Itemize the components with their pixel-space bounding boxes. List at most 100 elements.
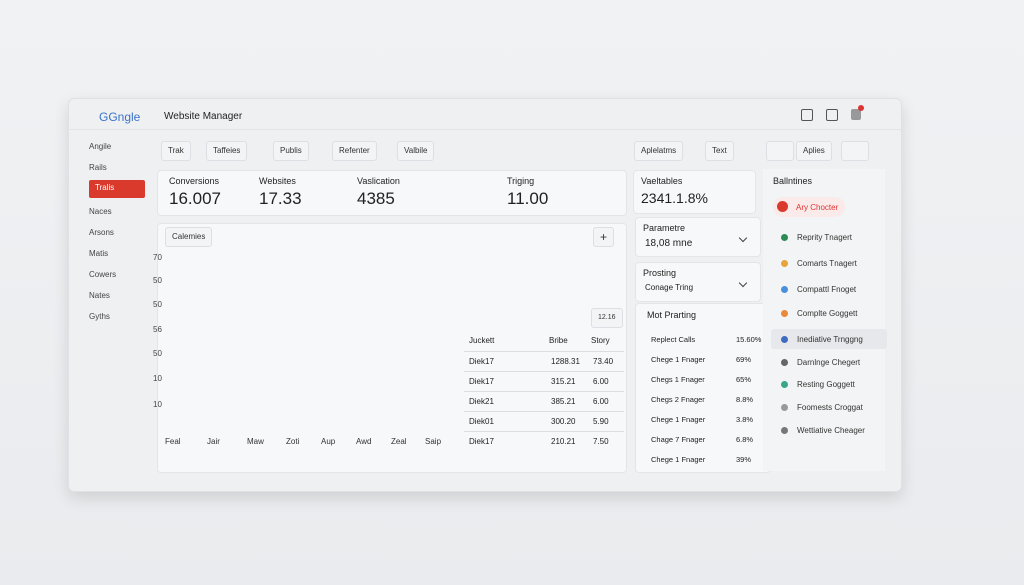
toolbar-button[interactable]: Text xyxy=(705,141,734,161)
add-button[interactable]: + xyxy=(593,227,615,247)
item-label[interactable]: Reprity Tnagert xyxy=(797,233,852,242)
item-highlight xyxy=(773,197,845,217)
item-label[interactable]: Wettiative Cheager xyxy=(797,426,865,435)
list-value: 3.8% xyxy=(736,415,754,424)
sidebar-item[interactable]: Gyths xyxy=(89,312,110,321)
sidebar-item[interactable]: Angile xyxy=(89,142,112,151)
table-cell: 315.21 xyxy=(551,377,576,386)
toolbar-button[interactable]: Refenter xyxy=(332,141,377,161)
select-label: Prosting xyxy=(643,268,677,278)
header-divider xyxy=(69,129,901,130)
metric-value: 2341.1.8% xyxy=(641,190,708,206)
list-label: Chage 7 Fnager xyxy=(651,435,706,444)
table-divider xyxy=(464,431,624,432)
select-value: 18,08 mne xyxy=(645,238,693,249)
sidebar-item[interactable]: Tralis xyxy=(95,183,115,192)
table-cell: Diek17 xyxy=(469,357,494,366)
list-value: 69% xyxy=(736,355,752,364)
table-cell: 210.21 xyxy=(551,437,576,446)
select-value: Conage Tring xyxy=(645,283,694,292)
list-label: Replect Calls xyxy=(651,335,696,344)
metric-label: Websites xyxy=(259,176,296,186)
list-card xyxy=(635,303,771,473)
toolbar-button[interactable]: Taffeies xyxy=(206,141,248,161)
toolbar-icon[interactable] xyxy=(841,141,869,161)
logo: GGngle xyxy=(99,110,141,124)
toolbar-button[interactable]: Trak xyxy=(161,141,191,161)
metric-label: Triging xyxy=(507,176,535,186)
item-icon xyxy=(781,234,788,241)
item-label[interactable]: Complte Goggett xyxy=(797,309,858,318)
chart-card xyxy=(157,223,627,473)
sidebar-item[interactable]: Naces xyxy=(89,207,112,216)
item-icon xyxy=(781,336,788,343)
sidebar-active xyxy=(89,180,145,198)
y-label: 56 xyxy=(153,325,162,334)
right-panel xyxy=(763,169,885,471)
metric-value: 17.33 xyxy=(259,189,302,208)
metrics-card xyxy=(157,170,627,216)
list-label: Chege 1 Fnager xyxy=(651,355,706,364)
select-card[interactable] xyxy=(635,262,761,302)
item-label[interactable]: Resting Goggett xyxy=(797,380,855,389)
select-card[interactable] xyxy=(635,217,761,257)
x-label: Jair xyxy=(207,437,220,446)
app-window: GGngle Website Manager Angile Rails Tralis… xyxy=(68,98,902,492)
sidebar-item[interactable]: Arsons xyxy=(89,228,114,237)
item-label[interactable]: Foomests Croggat xyxy=(797,403,863,412)
y-label: 50 xyxy=(153,300,162,309)
item-label[interactable]: Compattl Fnoget xyxy=(797,285,857,294)
table-divider xyxy=(464,351,624,352)
sidebar-item[interactable]: Nates xyxy=(89,291,110,300)
item-icon xyxy=(781,359,788,366)
icon-notify[interactable] xyxy=(851,109,861,120)
table-cell: Diek01 xyxy=(469,417,494,426)
toolbar-icon[interactable] xyxy=(766,141,794,161)
list-label: Chege 1 Fnager xyxy=(651,455,706,464)
item-label[interactable]: Comarts Tnagert xyxy=(797,259,857,268)
table-cell: 300.20 xyxy=(551,417,576,426)
table-cell: 5.90 xyxy=(593,417,609,426)
sidebar-item[interactable]: Rails xyxy=(89,163,107,172)
item-highlight xyxy=(771,329,887,349)
icon-home[interactable] xyxy=(801,109,813,121)
x-label: Saip xyxy=(425,437,442,446)
item-icon xyxy=(781,310,788,317)
table-cell: 6.00 xyxy=(593,397,609,406)
item-icon xyxy=(781,286,788,293)
y-label: 50 xyxy=(153,276,162,285)
side-metric-card xyxy=(633,170,756,214)
table-divider xyxy=(464,411,624,412)
icon-chart[interactable] xyxy=(826,109,838,121)
x-label: Zoti xyxy=(286,437,300,446)
item-label[interactable]: Ary Chocter xyxy=(796,203,839,212)
select-label: Parametre xyxy=(643,223,686,233)
notify-dot xyxy=(858,105,864,111)
toolbar-button[interactable]: Publis xyxy=(273,141,309,161)
toolbar-button[interactable]: Valbile xyxy=(397,141,435,161)
list-label: Chegs 1 Fnager xyxy=(651,375,705,384)
toolbar-button[interactable]: Aplies xyxy=(796,141,832,161)
table-header: Bribe xyxy=(549,336,568,345)
item-label[interactable]: Inediative Trnggng xyxy=(797,335,863,344)
table-cell: Diek21 xyxy=(469,397,494,406)
item-label[interactable]: Darnlnge Chegert xyxy=(797,358,861,367)
metric-label: Vaslication xyxy=(357,176,400,186)
list-label: Chege 1 Fnager xyxy=(651,415,706,424)
metric-value: 4385 xyxy=(357,189,395,208)
table-cell: Diek17 xyxy=(469,437,494,446)
sidebar-item[interactable]: Cowers xyxy=(89,270,117,279)
list-label: Chegs 2 Fnager xyxy=(651,395,705,404)
y-label: 70 xyxy=(153,253,162,262)
chart-button[interactable]: Calemies xyxy=(165,227,213,247)
table-header: Juckett xyxy=(469,336,495,345)
list-title: Mot Prarting xyxy=(647,310,697,320)
table-cell: 385.21 xyxy=(551,397,576,406)
list-value: 65% xyxy=(736,375,752,384)
list-value: 8.8% xyxy=(736,395,754,404)
table-divider xyxy=(464,371,624,372)
sidebar-item[interactable]: Matis xyxy=(89,249,109,258)
toolbar-button[interactable]: Aplelatms xyxy=(634,141,684,161)
